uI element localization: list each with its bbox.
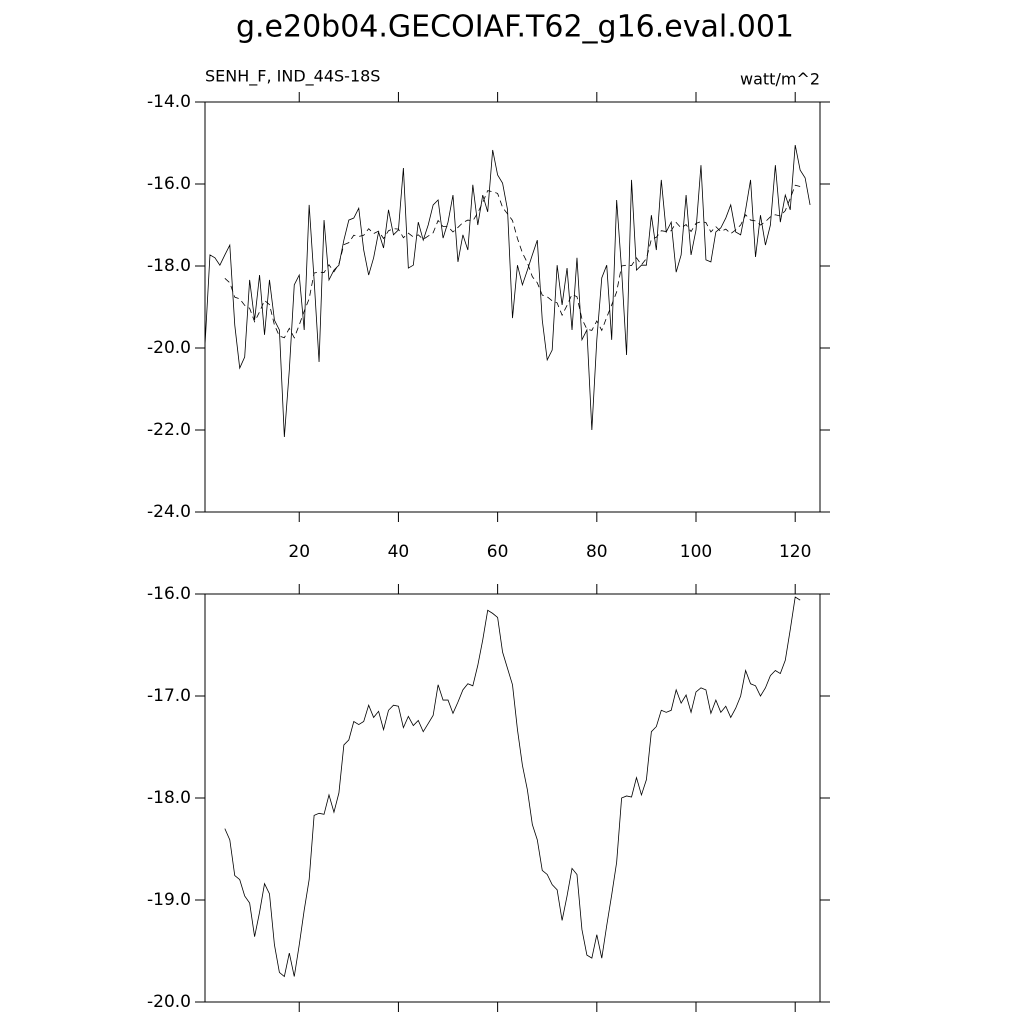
y-tick-label: -18.0 xyxy=(147,788,191,808)
x-tick-label: 20 xyxy=(288,542,310,562)
y-tick-label: -20.0 xyxy=(147,992,191,1012)
y-tick-label: -19.0 xyxy=(147,890,191,910)
data-line xyxy=(224,184,801,339)
left-subtitle: SENH_F, IND_44S-18S xyxy=(205,67,380,87)
chart-title: g.e20b04.GECOIAF.T62_g16.eval.001 xyxy=(236,10,794,45)
y-tick-label: -16.0 xyxy=(147,174,191,194)
x-tick-label: 100 xyxy=(680,542,712,562)
data-line xyxy=(224,596,801,978)
y-tick-label: -22.0 xyxy=(147,420,191,440)
x-tick-label: 80 xyxy=(586,542,608,562)
y-tick-label: -16.0 xyxy=(147,584,191,604)
x-tick-label: 60 xyxy=(487,542,509,562)
y-tick-label: -18.0 xyxy=(147,256,191,276)
y-tick-label: -24.0 xyxy=(147,502,191,522)
y-tick-label: -20.0 xyxy=(147,338,191,358)
x-tick-label: 40 xyxy=(388,542,410,562)
plot-frame xyxy=(204,101,821,513)
y-tick-label: -17.0 xyxy=(147,686,191,706)
x-tick-label: 120 xyxy=(779,542,811,562)
data-line xyxy=(204,144,811,437)
y-tick-label: -14.0 xyxy=(147,92,191,112)
right-subtitle: watt/m^2 xyxy=(740,70,820,89)
plot-frame xyxy=(204,593,821,1003)
